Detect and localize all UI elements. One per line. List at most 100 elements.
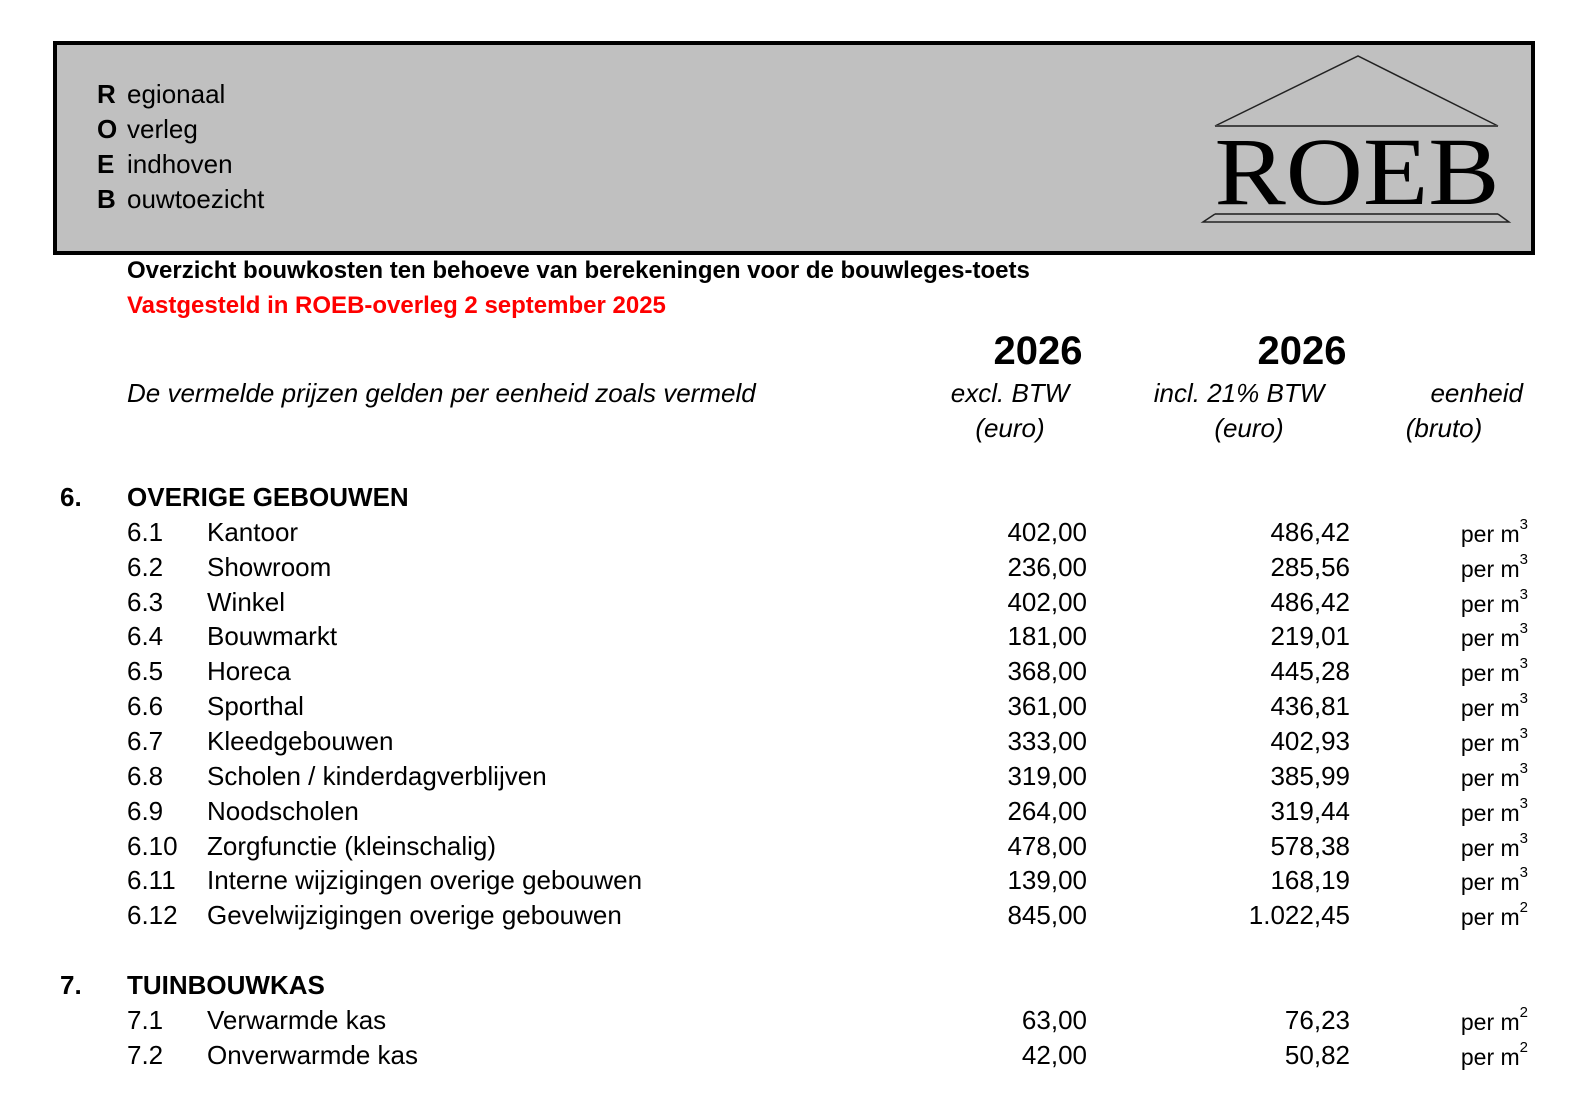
row-code: 6.5 (127, 656, 164, 686)
row-excl-price: 368,00 (1007, 656, 1087, 686)
excl-label: excl. BTW (950, 378, 1070, 408)
row-unit: per m2 (1328, 1005, 1528, 1034)
row-name: Scholen / kinderdagverblijven (207, 761, 547, 791)
row-incl-price: 168,19 (1270, 865, 1350, 895)
row-incl-price: 319,44 (1270, 796, 1350, 826)
row-code: 6.1 (127, 517, 164, 547)
unit-exponent: 2 (1519, 1039, 1528, 1056)
acronym-word: ouwtoezicht (127, 184, 265, 214)
row-excl-price: 63,00 (1021, 1005, 1087, 1035)
unit-exponent: 2 (1519, 1004, 1528, 1021)
logo-text: ROEB (1215, 118, 1500, 225)
excl-unit: (euro) (975, 413, 1045, 443)
unit-text: per m (1460, 591, 1520, 617)
header-banner (53, 41, 1535, 255)
document-title: Overzicht bouwkosten ten behoeve van ber… (127, 257, 1030, 284)
row-unit: per m3 (1328, 587, 1528, 617)
row-code: 6.2 (127, 552, 164, 582)
row-incl-price: 76,23 (1284, 1005, 1350, 1035)
unit-exponent: 3 (1519, 551, 1528, 568)
row-incl-price: 578,38 (1270, 831, 1350, 861)
unit-exponent: 3 (1519, 830, 1528, 847)
excl-year: 2026 (993, 329, 1083, 373)
incl-unit: (euro) (1214, 413, 1284, 443)
logo-base (1200, 213, 1512, 223)
row-excl-price: 361,00 (1007, 691, 1087, 721)
row-code: 6.9 (127, 796, 164, 826)
row-name: Showroom (207, 552, 332, 582)
row-code: 6.11 (127, 865, 176, 895)
unit-exponent: 3 (1519, 760, 1528, 777)
unit-exponent: 3 (1519, 655, 1528, 672)
row-incl-price: 486,42 (1270, 587, 1350, 617)
row-code: 6.10 (127, 831, 178, 861)
section-number: 7. (60, 970, 82, 1000)
eenheid-unit: (bruto) (1405, 413, 1483, 443)
unit-exponent: 3 (1519, 795, 1528, 812)
acronym-word: indhoven (127, 149, 233, 179)
row-name: Interne wijzigingen overige gebouwen (207, 865, 643, 895)
eenheid-label: eenheid (1430, 378, 1523, 408)
row-code: 6.12 (127, 900, 178, 930)
row-unit: per m3 (1328, 726, 1528, 755)
unit-text: per m (1460, 695, 1520, 721)
row-name: Onverwarmde kas (207, 1040, 418, 1070)
row-incl-price: 445,28 (1270, 656, 1350, 686)
row-incl-price: 402,93 (1270, 726, 1350, 756)
row-excl-price: 181,00 (1007, 621, 1087, 651)
unit-text: per m (1460, 869, 1520, 895)
unit-exponent: 3 (1519, 620, 1528, 637)
acronym-letter: O (97, 114, 118, 144)
row-unit: per m3 (1328, 761, 1528, 790)
acronym-letter: B (97, 184, 116, 214)
acronym-letter: R (97, 79, 116, 109)
unit-text: per m (1460, 835, 1520, 861)
row-incl-price: 436,81 (1270, 691, 1350, 721)
unit-exponent: 3 (1519, 864, 1528, 881)
row-incl-price: 486,42 (1270, 517, 1350, 547)
row-excl-price: 42,00 (1021, 1040, 1087, 1070)
document-subtitle: Vastgesteld in ROEB-overleg 2 september … (127, 292, 666, 319)
row-name: Kleedgebouwen (207, 726, 394, 756)
row-excl-price: 402,00 (1007, 587, 1087, 617)
row-name: Kantoor (207, 517, 299, 547)
row-name: Gevelwijzigingen overige gebouwen (207, 900, 622, 930)
row-code: 6.6 (127, 691, 164, 721)
row-incl-price: 50,82 (1284, 1040, 1350, 1070)
row-unit: per m3 (1328, 831, 1528, 861)
unit-text: per m (1460, 521, 1520, 547)
section-title: OVERIGE GEBOUWEN (127, 482, 409, 512)
row-name: Zorgfunctie (kleinschalig) (207, 831, 497, 861)
logo-roof (1214, 55, 1499, 127)
row-unit: per m3 (1328, 865, 1528, 895)
row-name: Bouwmarkt (207, 621, 338, 651)
row-code: 7.2 (127, 1040, 164, 1070)
row-excl-price: 319,00 (1007, 761, 1087, 791)
row-unit: per m3 (1328, 796, 1528, 825)
row-unit: per m3 (1328, 552, 1528, 582)
row-code: 6.7 (127, 726, 164, 756)
row-unit: per m3 (1328, 621, 1528, 651)
row-code: 6.8 (127, 761, 164, 791)
row-excl-price: 236,00 (1007, 552, 1087, 582)
row-unit: per m2 (1328, 900, 1528, 929)
row-unit: per m3 (1328, 656, 1528, 685)
unit-exponent: 3 (1519, 690, 1528, 707)
row-excl-price: 845,00 (1007, 900, 1087, 930)
row-incl-price: 1.022,45 (1248, 900, 1350, 930)
row-name: Sporthal (207, 691, 304, 721)
unit-text: per m (1460, 556, 1520, 582)
row-unit: per m2 (1328, 1040, 1528, 1069)
price-note: De vermelde prijzen gelden per eenheid z… (127, 378, 756, 408)
row-name: Horeca (207, 656, 291, 686)
row-code: 6.3 (127, 587, 164, 617)
row-name: Verwarmde kas (207, 1005, 387, 1035)
unit-exponent: 2 (1519, 899, 1528, 916)
row-incl-price: 285,56 (1270, 552, 1350, 582)
unit-text: per m (1460, 625, 1520, 651)
row-excl-price: 478,00 (1007, 831, 1087, 861)
section-number: 6. (60, 482, 82, 512)
